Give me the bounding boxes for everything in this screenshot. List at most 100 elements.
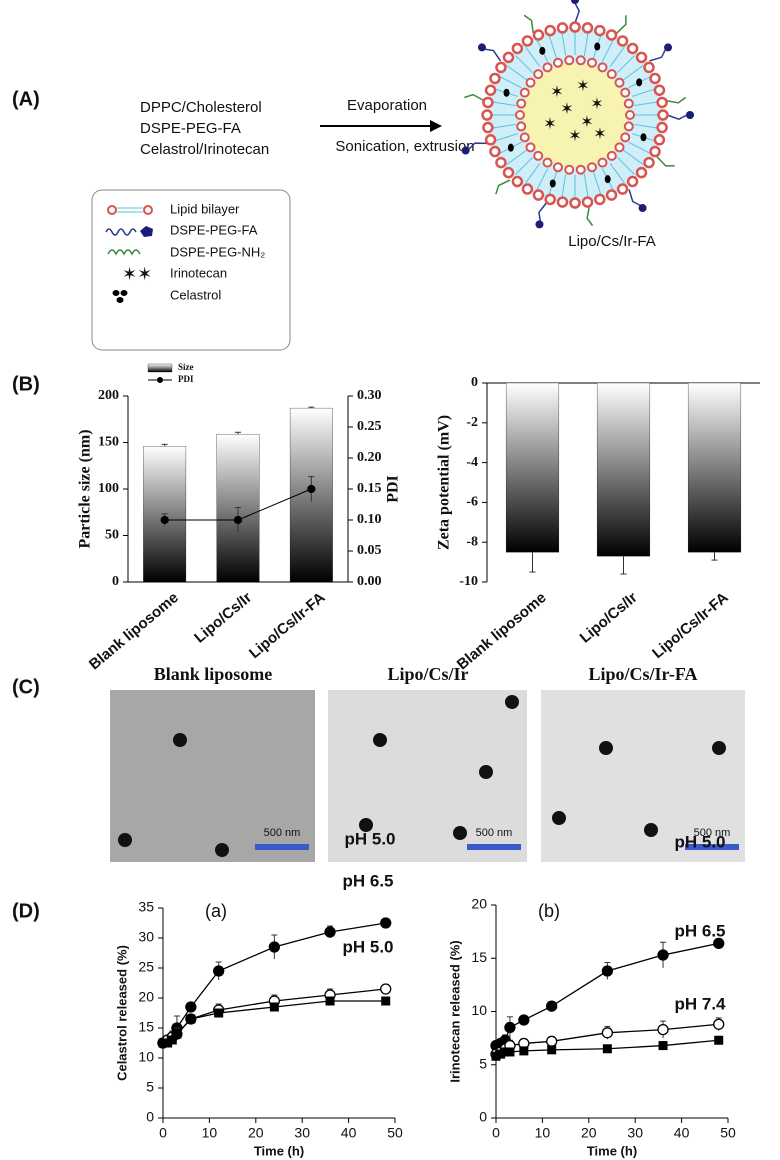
y-tick-label: 0.20 (357, 450, 382, 465)
y-tick-label: 25 (138, 959, 154, 975)
lipid-head (495, 156, 507, 169)
marker (214, 1008, 224, 1018)
marker (325, 996, 335, 1006)
marker (658, 1041, 668, 1051)
irinotecan: ✶ (568, 128, 581, 145)
folate (686, 111, 694, 119)
lipid-head (581, 22, 594, 34)
lipid-head (635, 51, 648, 64)
x-tick-label: 20 (581, 1125, 597, 1141)
x-tick-label: Lipo/Cs/Ir (577, 589, 641, 647)
irinotecan: ✶ (543, 116, 556, 133)
lipid-tail (617, 55, 635, 73)
lipid-head (484, 134, 497, 146)
lipid-tail (525, 46, 541, 67)
folate (477, 43, 486, 52)
lipid-head (515, 110, 525, 120)
legend-label: Lipid bilayer (170, 201, 240, 216)
y-tick-label: -10 (459, 574, 478, 589)
celastrol (640, 133, 647, 142)
series-label: pH 6.5 (342, 871, 393, 890)
lipid-head (564, 164, 575, 175)
peg-chain (665, 96, 687, 104)
bar (687, 382, 742, 553)
y-tick-label: 15 (471, 949, 487, 965)
lipid-head (597, 62, 608, 73)
lipid-tail (561, 174, 567, 199)
lipid-head (519, 87, 530, 98)
scale-bar-label: 500 nm (694, 827, 731, 839)
annotation: (a) (205, 901, 227, 921)
scale-bar (255, 844, 309, 850)
marker (500, 1047, 510, 1057)
lipid-tail (583, 174, 589, 199)
lipid-head (586, 162, 597, 173)
panel-label: (C) (12, 676, 40, 698)
legend-label: Irinotecan (170, 265, 227, 280)
legend-label: PDI (178, 374, 194, 384)
lipid-tail (506, 65, 527, 81)
legend-swatch (147, 363, 173, 373)
x-tick-label: 50 (720, 1125, 736, 1141)
legend-icons: ✶✶ (105, 205, 153, 303)
y-tick-label: 0.30 (357, 388, 382, 403)
peg-chain (495, 179, 511, 195)
legend-label: Size (178, 362, 194, 372)
lipid-tail (506, 149, 527, 165)
scale-bar-label: 500 nm (476, 827, 513, 839)
y-tick-label: 150 (98, 435, 119, 450)
y-tick-label: 15 (138, 1019, 154, 1035)
panel-label: (D) (12, 900, 40, 922)
lipid-head (635, 166, 648, 179)
lipid-tail (609, 46, 625, 67)
folate (535, 220, 544, 229)
lipid-head (569, 21, 581, 33)
marker (601, 1027, 614, 1039)
lipid-head (643, 156, 655, 169)
lipid-tail (491, 123, 516, 129)
lipid-head (620, 87, 631, 98)
tem-image (541, 690, 745, 862)
marker (546, 1000, 558, 1012)
marker (268, 941, 281, 953)
lipid-head (533, 69, 544, 80)
peg-chain (523, 14, 534, 34)
y-tick-label: -2 (466, 415, 478, 430)
marker (518, 1014, 530, 1026)
marker (547, 1045, 557, 1055)
y-tick-label: 30 (138, 929, 154, 945)
particle (373, 733, 387, 747)
icon (112, 290, 120, 296)
particle (599, 741, 613, 755)
lipid-tail (548, 34, 557, 59)
lipid-head (525, 142, 536, 153)
lipid-head (649, 145, 661, 158)
lipid-head (533, 150, 544, 161)
marker (167, 1035, 177, 1045)
y-tick-label: 0 (471, 375, 478, 390)
y-tick-label: 35 (138, 899, 154, 915)
peg-chain (666, 114, 688, 120)
reagent: DSPE-PEG-FA (140, 120, 241, 137)
irinotecan: ✶ (593, 126, 606, 143)
scale-bar-label: 500 nm (264, 827, 301, 839)
lipid-head (625, 110, 635, 120)
x-tick-label: 10 (535, 1125, 551, 1141)
lipid-head (553, 162, 564, 173)
y-axis-label: Celastrol released (%) (114, 945, 129, 1081)
lipid-head (575, 55, 586, 66)
y-tick-label: 20 (138, 989, 154, 1005)
lipid-head (532, 29, 545, 41)
bar (505, 382, 560, 553)
irinotecan: ✶ (576, 78, 589, 95)
lipid-head (606, 69, 617, 80)
peg-chain (586, 205, 594, 227)
marker (505, 1047, 515, 1057)
lipid-head (532, 189, 545, 201)
tem-image (110, 690, 315, 862)
marker (713, 1018, 725, 1030)
lipid-head (623, 98, 634, 109)
series-label: pH 6.5 (674, 921, 725, 940)
celastrol (507, 143, 514, 152)
